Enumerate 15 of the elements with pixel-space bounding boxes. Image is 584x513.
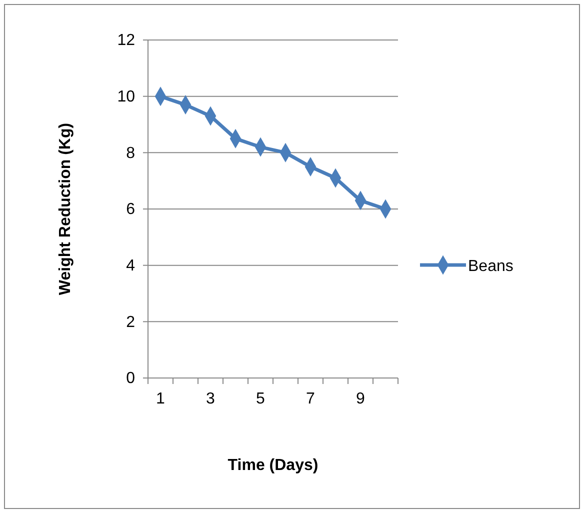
x-tick-label: 5 (256, 390, 266, 408)
y-tick-label: 12 (117, 32, 136, 50)
x-tick-label: 7 (306, 390, 316, 408)
x-tick-label: 9 (356, 390, 366, 408)
y-tick-label: 8 (126, 144, 136, 162)
x-axis-title: Time (Days) (228, 457, 318, 474)
x-tick-label: 1 (156, 390, 166, 408)
y-tick-label: 6 (126, 201, 136, 218)
y-axis-title: Weight Reduction (Kg) (57, 122, 74, 296)
y-tick-label: 2 (126, 314, 136, 331)
y-tick-label: 4 (126, 257, 136, 274)
x-tick-label: 3 (206, 390, 216, 408)
y-tick-label: 10 (117, 88, 136, 106)
legend-label: Beans (468, 258, 514, 275)
y-tick-label: 0 (126, 370, 136, 388)
